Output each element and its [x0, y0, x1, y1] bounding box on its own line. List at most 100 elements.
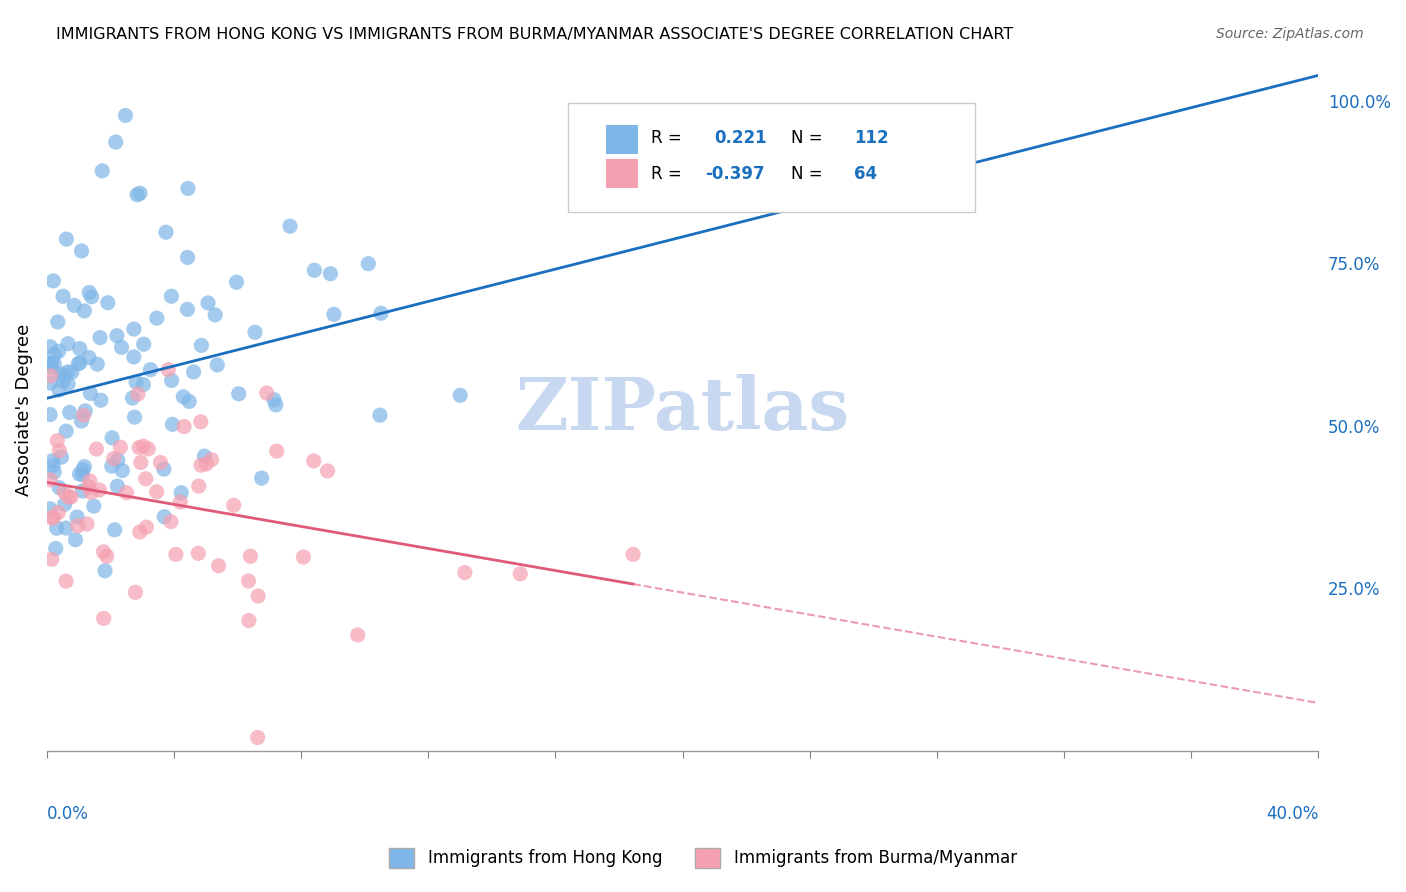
Point	[86, 442, 108, 456]
Point	[302, 454, 325, 468]
Point	[56, 365, 79, 379]
Point	[104, 523, 127, 537]
Point	[60, 490, 83, 504]
Point	[160, 373, 183, 387]
Point	[172, 390, 194, 404]
Point	[200, 452, 222, 467]
Point	[51, 367, 73, 381]
Point	[122, 350, 145, 364]
Point	[139, 362, 162, 376]
Point	[292, 549, 315, 564]
Point	[55, 424, 77, 438]
Point	[128, 441, 150, 455]
Point	[170, 485, 193, 500]
Point	[42, 510, 65, 524]
Point	[66, 510, 89, 524]
Point	[48, 481, 70, 495]
Point	[93, 545, 115, 559]
Point	[90, 393, 112, 408]
Point	[193, 449, 215, 463]
Point	[256, 386, 278, 401]
Point	[76, 516, 98, 531]
Point	[204, 308, 226, 322]
Point	[190, 458, 212, 473]
Point	[357, 257, 380, 271]
Point	[53, 497, 76, 511]
Point	[39, 357, 62, 371]
Point	[55, 521, 77, 535]
Point	[77, 480, 100, 494]
Text: -0.397: -0.397	[706, 164, 765, 183]
Point	[183, 365, 205, 379]
Point	[187, 479, 209, 493]
Point	[63, 298, 86, 312]
Point	[107, 479, 129, 493]
Point	[368, 408, 391, 422]
Point	[51, 450, 73, 465]
Point	[89, 330, 111, 344]
Point	[190, 415, 212, 429]
Point	[132, 439, 155, 453]
Point	[97, 295, 120, 310]
Point	[111, 464, 134, 478]
Point	[101, 431, 124, 445]
Point	[48, 383, 70, 397]
Point	[228, 387, 250, 401]
Point	[153, 462, 176, 476]
Point	[238, 574, 260, 588]
Text: 0.0%: 0.0%	[46, 805, 89, 823]
Point	[41, 356, 63, 370]
Point	[69, 356, 91, 370]
Point	[107, 453, 129, 467]
Point	[83, 499, 105, 513]
Point	[304, 263, 326, 277]
Point	[179, 394, 201, 409]
Point	[225, 275, 247, 289]
Text: R =: R =	[651, 129, 682, 147]
Point	[136, 442, 159, 456]
Point	[48, 443, 70, 458]
Point	[56, 336, 79, 351]
Point	[41, 511, 63, 525]
Point	[55, 574, 77, 588]
Point	[247, 589, 270, 603]
Point	[56, 376, 79, 391]
Point	[169, 495, 191, 509]
Point	[44, 347, 66, 361]
Point	[127, 387, 149, 401]
Point	[52, 289, 75, 303]
Text: Source: ZipAtlas.com: Source: ZipAtlas.com	[1216, 27, 1364, 41]
Point	[187, 546, 209, 560]
Y-axis label: Associate's Degree: Associate's Degree	[15, 324, 32, 496]
Point	[135, 472, 157, 486]
Point	[319, 267, 342, 281]
Point	[53, 484, 76, 499]
Point	[73, 459, 96, 474]
Point	[162, 417, 184, 432]
Point	[157, 362, 180, 376]
FancyBboxPatch shape	[568, 103, 974, 211]
Point	[103, 451, 125, 466]
Point	[110, 440, 132, 454]
Point	[153, 509, 176, 524]
Text: 64: 64	[855, 164, 877, 183]
Point	[39, 376, 62, 390]
Point	[80, 290, 103, 304]
Point	[115, 485, 138, 500]
Point	[114, 108, 136, 122]
Point	[101, 459, 124, 474]
Text: N =: N =	[790, 164, 823, 183]
Point	[127, 187, 149, 202]
Point	[176, 251, 198, 265]
Point	[250, 471, 273, 485]
Point	[94, 564, 117, 578]
Legend: Immigrants from Hong Kong, Immigrants from Burma/Myanmar: Immigrants from Hong Kong, Immigrants fr…	[382, 841, 1024, 875]
Point	[79, 386, 101, 401]
Point	[69, 467, 91, 481]
Point	[69, 342, 91, 356]
Point	[124, 410, 146, 425]
Point	[160, 289, 183, 303]
Text: N =: N =	[790, 129, 823, 147]
Point	[263, 392, 285, 407]
Point	[58, 490, 80, 504]
